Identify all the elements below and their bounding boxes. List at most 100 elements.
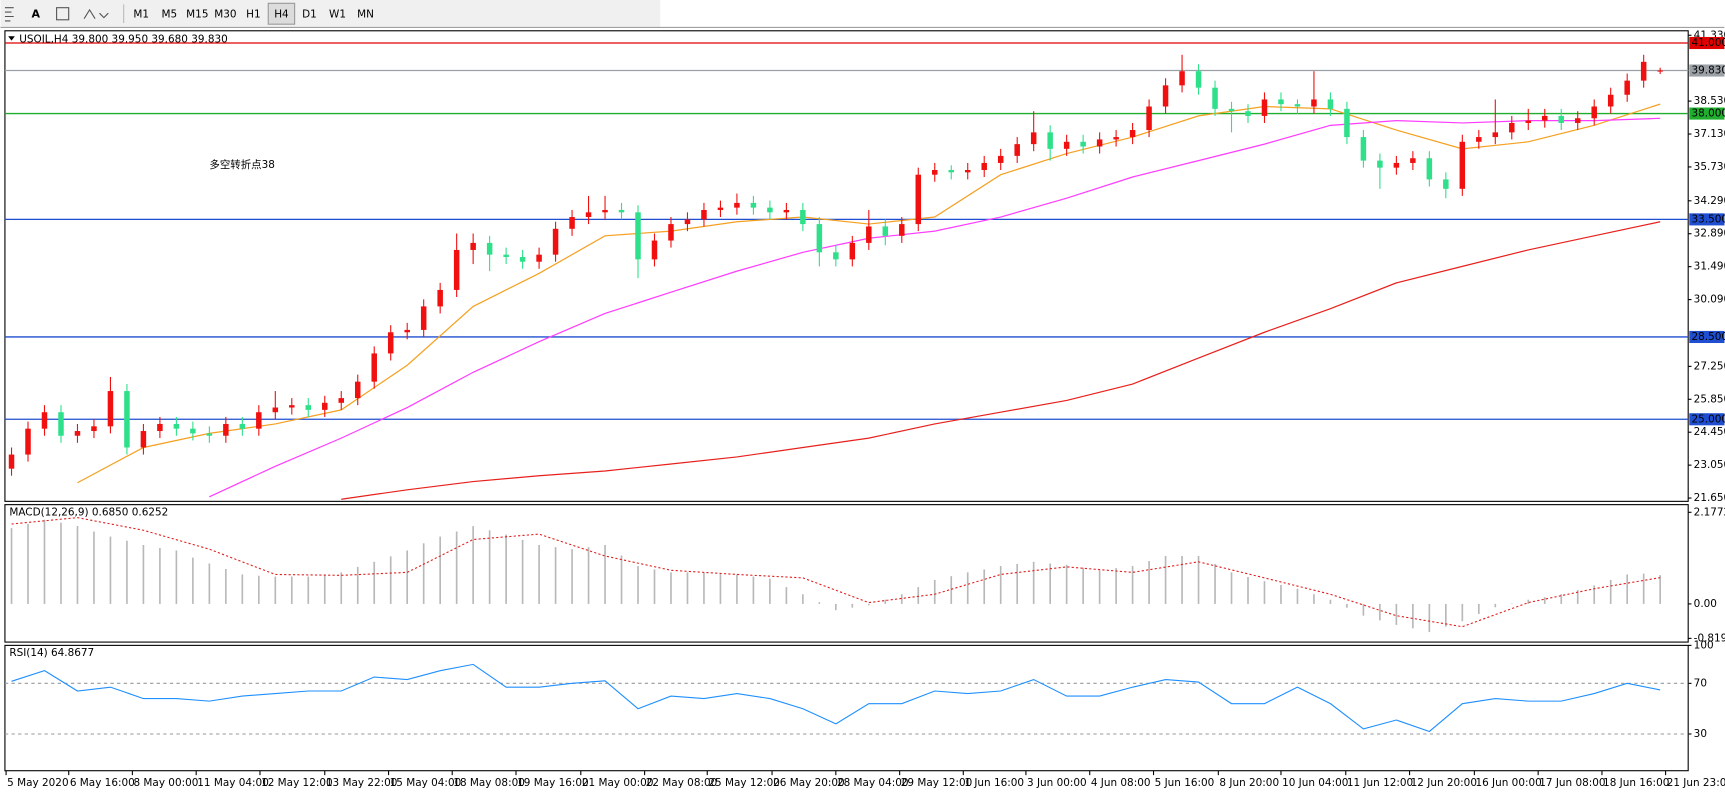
candle-body <box>552 228 559 255</box>
candle-body <box>1377 160 1383 168</box>
candle-body <box>470 242 476 250</box>
timeframe-label[interactable]: H4 <box>274 8 289 20</box>
x-tick-label: 18 May 08:00 <box>453 777 525 789</box>
candle-body <box>272 407 279 413</box>
candle-body <box>602 209 608 213</box>
timeframe-label[interactable]: H1 <box>246 8 260 20</box>
x-tick-label: 6 May 16:00 <box>70 777 135 789</box>
candle-body <box>1278 99 1284 105</box>
candle-body <box>1344 108 1350 138</box>
candle-body <box>354 381 361 399</box>
candle-body <box>338 398 345 403</box>
candle-body <box>41 412 48 429</box>
candle-body <box>1080 141 1086 147</box>
candle-body <box>635 212 641 260</box>
candle-body <box>223 423 229 436</box>
tool-icon-lines[interactable] <box>4 7 14 22</box>
candle-body <box>1591 106 1597 119</box>
candle-body <box>157 423 163 432</box>
panel-frame <box>4 30 1689 502</box>
timeframe-label[interactable]: MN <box>357 8 374 20</box>
timeframe-label[interactable]: M1 <box>133 8 149 20</box>
rsi-line <box>11 663 1661 733</box>
moving-average <box>341 221 1661 500</box>
candle-body <box>1014 144 1020 156</box>
candle-body <box>1624 80 1630 95</box>
candle-body <box>140 431 147 448</box>
price-level-label: 28.500 <box>1691 331 1725 343</box>
candle-body <box>1492 132 1499 138</box>
candle-body <box>1129 130 1136 138</box>
price-level-label: 39.830 <box>1691 65 1725 77</box>
y-tick-label: 35.730 <box>1694 161 1725 173</box>
price-level-box <box>1689 213 1725 226</box>
timeframe-label[interactable]: M30 <box>214 8 236 20</box>
y-tick-label: 30.090 <box>1694 294 1725 306</box>
candle-body <box>816 224 823 253</box>
candle-body <box>1245 111 1251 116</box>
candle-body <box>1574 118 1581 123</box>
x-tick-label: 19 May 16:00 <box>517 777 589 789</box>
candle-body <box>1047 132 1053 149</box>
candle-body <box>1113 137 1119 140</box>
price-level-label: 38.000 <box>1691 108 1725 120</box>
y-tick-label: 30 <box>1694 728 1707 740</box>
candle-body <box>74 431 81 436</box>
candle-body <box>1542 115 1548 121</box>
candle-body <box>437 289 443 307</box>
candle-body <box>964 170 971 173</box>
candle-body <box>305 405 312 410</box>
candle-body <box>1146 106 1152 131</box>
x-tick-label: 22 May 08:00 <box>646 777 718 789</box>
y-tick-label: 21.650 <box>1694 492 1725 504</box>
candle-body <box>833 252 839 260</box>
price-level-box <box>1689 107 1725 120</box>
price-level-box <box>1689 330 1725 344</box>
text-tool[interactable]: A <box>31 7 40 20</box>
candle-body <box>932 170 938 175</box>
y-tick-label: 37.130 <box>1694 128 1725 140</box>
candle-body <box>1327 99 1334 109</box>
x-tick-label: 11 Jun 12:00 <box>1347 777 1413 789</box>
candle-body <box>1410 158 1416 163</box>
x-tick-label: 21 Jun 23:00 <box>1667 777 1725 789</box>
candle-body <box>651 240 658 260</box>
y-tick-label: 25.850 <box>1694 393 1725 405</box>
candle-body <box>1640 61 1647 81</box>
y-tick-label: 24.450 <box>1694 426 1725 438</box>
candle-body <box>25 428 31 455</box>
chart-title: USOIL,H4 39.800 39.950 39.680 39.830 <box>19 34 228 46</box>
candle-body <box>58 412 64 436</box>
timeframe-button[interactable] <box>267 2 296 25</box>
candle-body <box>1311 99 1317 107</box>
toolbar: A <box>0 0 1725 29</box>
timeframe-label[interactable]: M5 <box>161 8 177 20</box>
timeframe-label[interactable]: W1 <box>329 8 346 20</box>
tool-icon-shapes[interactable] <box>83 8 109 19</box>
candle-body <box>684 219 691 225</box>
x-tick-label: 17 Jun 08:00 <box>1539 777 1605 789</box>
timeframe-label[interactable]: D1 <box>302 8 317 20</box>
tool-icon-label[interactable] <box>56 7 70 21</box>
candle-body <box>800 209 806 225</box>
candle-body <box>981 162 987 171</box>
x-tick-label: 12 Jun 20:00 <box>1411 777 1477 789</box>
candle-body <box>239 423 246 429</box>
candle-body <box>503 254 509 258</box>
timeframe-label[interactable]: M15 <box>186 8 208 20</box>
candle-body <box>206 433 213 436</box>
candle-body <box>585 212 592 218</box>
x-tick-label: 5 Jun 16:00 <box>1155 777 1215 789</box>
candle-body <box>1459 141 1466 189</box>
candle-body <box>1443 179 1449 189</box>
candle-body <box>783 209 790 213</box>
x-tick-label: 26 May 20:00 <box>773 777 845 789</box>
x-tick-label: 5 May 2020 <box>7 777 68 789</box>
candle-body <box>519 257 526 262</box>
candle-body <box>734 202 740 208</box>
candle-body <box>1063 141 1070 149</box>
candle-body <box>1360 137 1367 161</box>
candle-body <box>1426 158 1433 180</box>
